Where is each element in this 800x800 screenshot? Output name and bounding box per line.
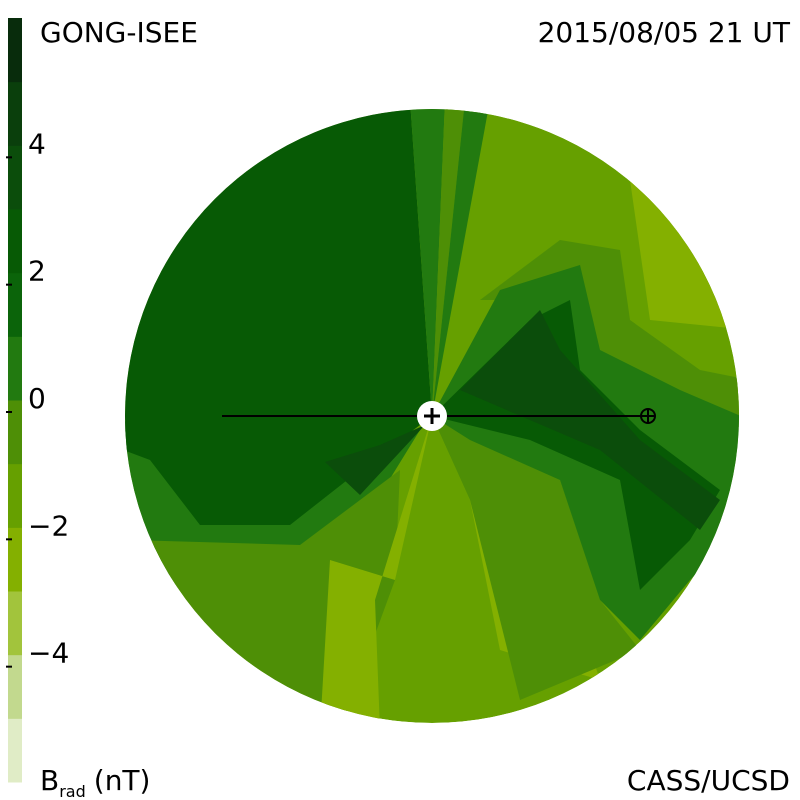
- colorbar-band: [8, 209, 22, 274]
- colorbar-tick-label: 0: [28, 382, 46, 415]
- sun-cross: [424, 408, 440, 424]
- title-right: 2015/08/05 21 UT: [538, 16, 791, 49]
- colorbar-band: [8, 400, 22, 465]
- colorbar-tick-label: −2: [28, 509, 69, 542]
- colorbar-band: [8, 591, 22, 656]
- colorbar-tick-label: −4: [28, 637, 69, 670]
- colorbar-band: [8, 18, 22, 83]
- earth-cross: [641, 409, 655, 423]
- title-left: GONG-ISEE: [40, 16, 198, 49]
- colorbar: −4 −2 0 2 4: [6, 18, 69, 783]
- colorbar-band: [8, 527, 22, 592]
- colorbar-band: [8, 463, 22, 528]
- colorbar-band: [8, 718, 22, 783]
- colorbar-label: Brad (nT): [40, 764, 150, 800]
- credit: CASS/UCSD: [627, 764, 790, 797]
- colorbar-tick-label: 2: [28, 255, 46, 288]
- colorbar-band: [8, 272, 22, 337]
- colorbar-band: [8, 654, 22, 719]
- colorbar-band: [8, 145, 22, 210]
- colorbar-tick-label: 4: [28, 127, 46, 160]
- colorbar-band: [8, 336, 22, 401]
- colorbar-band: [8, 81, 22, 146]
